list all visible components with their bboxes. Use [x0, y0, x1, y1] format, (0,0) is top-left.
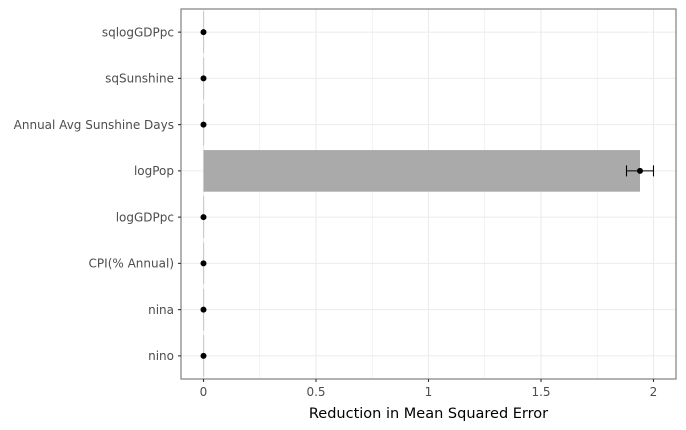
xtick-label: 2: [650, 385, 658, 399]
ytick-label: logGDPpc: [116, 210, 174, 224]
xtick-label: 0.5: [306, 385, 325, 399]
ytick-label: sqlogGDPpc: [102, 25, 174, 39]
point-4: [200, 214, 207, 221]
ytick-label: nina: [148, 303, 174, 317]
x-axis-title: Reduction in Mean Squared Error: [309, 406, 548, 422]
point-6: [200, 306, 207, 313]
ytick-label: sqSunshine: [105, 72, 174, 86]
x-axis: 0 0.5 1 1.5 2: [200, 379, 658, 399]
point-5: [200, 260, 207, 267]
ytick-label: Annual Avg Sunshine Days: [14, 118, 174, 132]
point-2: [200, 121, 207, 128]
point-3: [637, 167, 643, 174]
xtick-label: 1.5: [531, 385, 550, 399]
bar-3: [203, 150, 640, 192]
y-axis: sqlogGDPpc sqSunshine Annual Avg Sunshine …: [14, 25, 181, 363]
point-1: [200, 75, 207, 82]
point-7: [200, 352, 207, 359]
xtick-label: 1: [425, 385, 433, 399]
xtick-label: 0: [200, 385, 208, 399]
ytick-label: CPI(% Annual): [89, 257, 174, 271]
ytick-label: nino: [148, 349, 174, 363]
point-0: [200, 29, 207, 36]
ytick-label: logPop: [134, 164, 174, 178]
grid-layer: [181, 9, 676, 379]
point-layer: [200, 29, 643, 359]
